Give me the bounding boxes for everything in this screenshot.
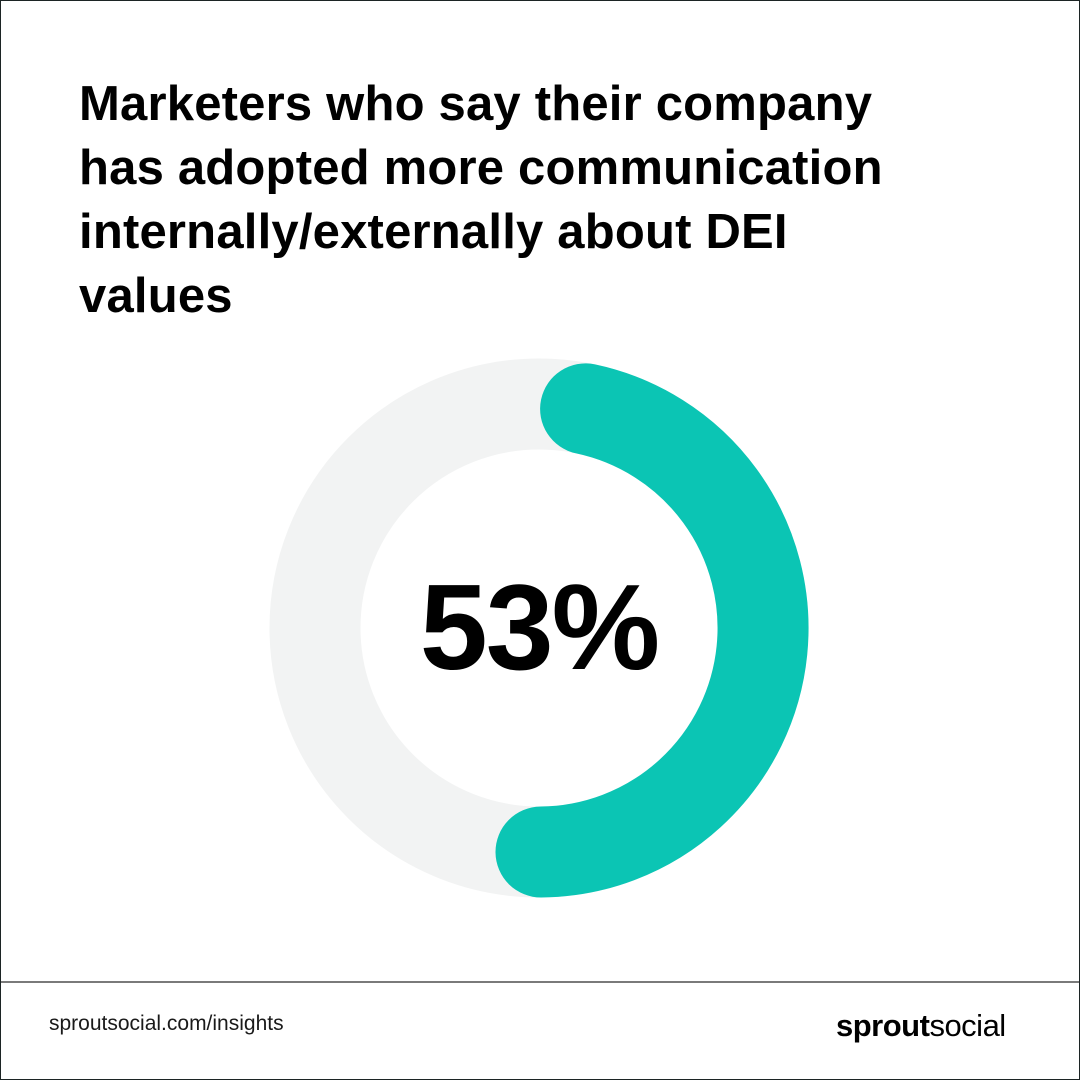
donut-value-arc (495, 363, 809, 898)
title-line-1: Marketers who say their company (79, 77, 873, 131)
sprout-social-logo: sproutsocial (836, 1008, 1006, 1044)
logo-bold-text: sprout (836, 1008, 930, 1043)
title-line-2: has adopted more communication (79, 141, 883, 195)
title-line-3: internally/externally about DEI (79, 205, 788, 259)
footer-url: sproutsocial.com/insights (49, 1012, 284, 1035)
title-line-4: values (79, 269, 233, 323)
percentage-value: 53% (419, 559, 660, 695)
footer-divider (1, 981, 1079, 983)
logo-light-text: social (929, 1008, 1006, 1043)
chart-title: Marketers who say their company has adop… (79, 72, 999, 328)
